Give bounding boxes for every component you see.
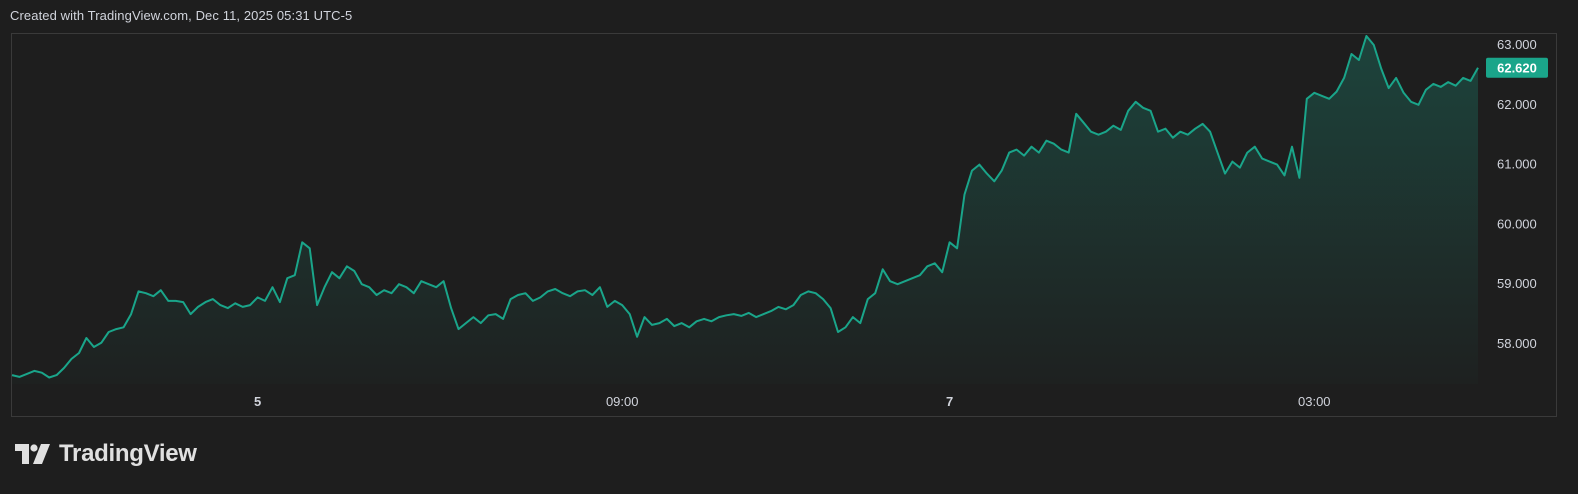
created-with-header: Created with TradingView.com, Dec 11, 20… — [10, 8, 353, 23]
x-tick-label: 03:00 — [1298, 394, 1331, 409]
x-tick-label: 5 — [254, 394, 261, 409]
x-tick-label: 09:00 — [606, 394, 639, 409]
y-tick-label: 58.000 — [1497, 336, 1537, 351]
last-price-badge-bg — [1486, 57, 1548, 78]
tradingview-logo-text: TradingView — [59, 440, 197, 467]
tradingview-logo-icon — [15, 444, 50, 464]
chart-frame[interactable] — [11, 33, 1557, 417]
y-tick-label: 59.000 — [1497, 276, 1537, 291]
y-tick-label: 61.000 — [1497, 157, 1537, 172]
last-price-label: 62.620 — [1497, 61, 1537, 76]
price-line — [11, 35, 1479, 379]
y-tick-label: 60.000 — [1497, 216, 1537, 231]
tradingview-logo: TradingView — [15, 440, 197, 468]
y-tick-label: 63.000 — [1497, 37, 1537, 52]
last-price-badge: 62.620 — [1486, 57, 1548, 78]
x-tick-label: 7 — [946, 394, 953, 409]
price-area-fill — [12, 36, 1478, 384]
y-tick-label: 62.000 — [1497, 97, 1537, 112]
y-axis[interactable]: 63.000 62.000 61.000 60.000 59.000 58.000 — [1497, 37, 1537, 351]
